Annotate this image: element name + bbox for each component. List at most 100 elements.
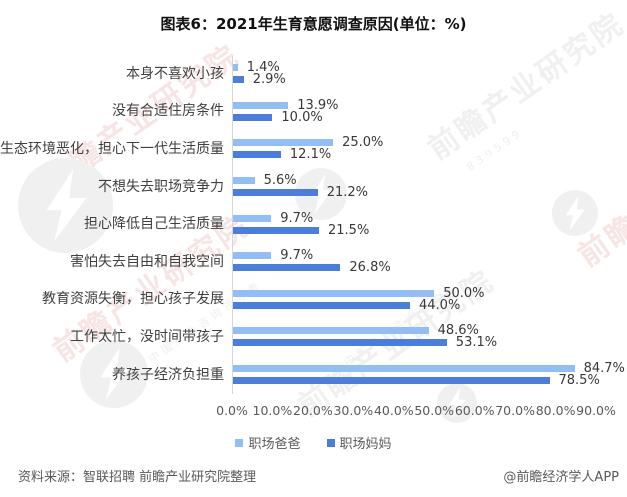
bar-line: 9.7% <box>232 248 627 263</box>
bar-line: 25.0% <box>232 135 627 150</box>
bar-line: 48.6% <box>232 323 627 338</box>
value-label: 21.5% <box>328 222 370 238</box>
x-tick-label: 10.0% <box>252 403 293 418</box>
value-label: 21.2% <box>326 185 368 201</box>
bar-group: 1.4% 2.9% <box>232 60 627 87</box>
value-label: 12.1% <box>289 147 332 163</box>
bar-row: 生态环境恶化，担心下一代生活质量 25.0% 12.1% <box>0 130 627 168</box>
bar-pair: 48.6% 53.1% <box>232 323 627 350</box>
bar-line: 44.0% <box>232 298 627 313</box>
category-label: 养孩子经济负担重 <box>112 366 224 383</box>
value-label: 44.0% <box>419 297 461 313</box>
bar-group: 48.6% 53.1% <box>232 323 627 350</box>
value-label: 1.4% <box>246 60 280 76</box>
value-label: 5.6% <box>263 173 297 189</box>
value-label: 13.9% <box>297 97 339 113</box>
bar-职场妈妈 <box>232 226 319 234</box>
category-label: 害怕失去自由和自我空间 <box>70 253 224 270</box>
x-tick-label: 30.0% <box>333 403 374 418</box>
bar-职场妈妈 <box>232 339 447 347</box>
bar-row: 害怕失去自由和自我空间 9.7% 26.8% <box>0 243 627 281</box>
bar-line: 78.5% <box>232 373 627 388</box>
bar-职场妈妈 <box>232 264 341 272</box>
legend-item-职场爸爸: 职场爸爸 <box>235 433 301 452</box>
bar-row: 教育资源失衡，担心孩子发展 50.0% 44.0% <box>0 281 627 319</box>
bar-line: 84.7% <box>232 361 627 376</box>
value-label: 10.0% <box>281 109 323 125</box>
bar-group: 9.7% 26.8% <box>232 248 627 275</box>
bar-职场妈妈 <box>232 189 318 197</box>
bar-group: 5.6% 21.2% <box>232 173 627 200</box>
value-label: 26.8% <box>349 260 391 276</box>
bar-line: 21.5% <box>232 223 627 238</box>
credit-note: @前瞻经济学人APP <box>503 470 619 485</box>
bar-职场爸爸 <box>232 214 272 222</box>
bar-row: 本身不喜欢小孩 1.4% 2.9% <box>0 55 627 93</box>
bar-line: 2.9% <box>232 72 627 87</box>
bar-职场妈妈 <box>232 377 550 385</box>
bar-line: 26.8% <box>232 260 627 275</box>
value-label: 50.0% <box>443 285 485 301</box>
y-axis-line <box>232 56 233 394</box>
category-label: 教育资源失衡，担心孩子发展 <box>42 291 224 308</box>
value-label: 84.7% <box>583 361 625 377</box>
bar-group: 50.0% 44.0% <box>232 286 627 313</box>
x-tick-label: 90.0% <box>576 403 616 418</box>
bar-line: 5.6% <box>232 173 627 188</box>
bar-职场妈妈 <box>232 76 244 84</box>
legend-label: 职场爸爸 <box>248 437 301 452</box>
legend-swatch-icon <box>326 438 335 447</box>
bar-group: 84.7% 78.5% <box>232 361 627 388</box>
bar-group: 9.7% 21.5% <box>232 211 627 238</box>
bar-row: 担心降低自己生活质量 9.7% 21.5% <box>0 205 627 243</box>
bar-line: 9.7% <box>232 211 627 226</box>
x-tick-label: 60.0% <box>454 403 495 418</box>
legend-swatch-icon <box>235 438 244 447</box>
bar-row: 不想失去职场竞争力 5.6% 21.2% <box>0 168 627 206</box>
bar-职场爸爸 <box>232 177 255 185</box>
legend-item-职场妈妈: 职场妈妈 <box>326 433 392 452</box>
bar-line: 12.1% <box>232 147 627 162</box>
value-label: 53.1% <box>455 335 498 351</box>
category-label: 工作太忙，没时间带孩子 <box>70 328 224 345</box>
category-label: 担心降低自己生活质量 <box>84 216 224 233</box>
bar-chart: 本身不喜欢小孩 1.4% 2.9% 没有合适住房条件 13.9% 10.0% 生态环境恶化，… <box>0 55 627 452</box>
x-tick-label: 80.0% <box>535 403 576 418</box>
bar-row: 没有合适住房条件 13.9% 10.0% <box>0 93 627 131</box>
bar-group: 13.9% 10.0% <box>232 98 627 125</box>
plot-rows: 本身不喜欢小孩 1.4% 2.9% 没有合适住房条件 13.9% 10.0% 生态环境恶化，… <box>0 55 627 393</box>
bar-pair: 13.9% 10.0% <box>232 98 627 125</box>
bar-group: 25.0% 12.1% <box>232 135 627 162</box>
value-label: 25.0% <box>342 135 384 151</box>
bar-line: 10.0% <box>232 110 627 125</box>
x-tick-label: 40.0% <box>373 403 414 418</box>
value-label: 78.5% <box>558 373 600 389</box>
legend-label: 职场妈妈 <box>339 437 392 452</box>
bar-职场爸爸 <box>232 327 429 335</box>
bar-pair: 9.7% 21.5% <box>232 211 627 238</box>
bar-职场爸爸 <box>232 139 334 147</box>
x-axis-ticks: 0.0% 10.0% 20.0% 30.0% 40.0% 50.0% 60.0% 70.0% 8… <box>216 403 616 419</box>
bar-pair: 50.0% 44.0% <box>232 286 627 313</box>
bar-职场爸爸 <box>232 365 575 373</box>
x-tick-label: 70.0% <box>495 403 535 418</box>
bar-pair: 5.6% 21.2% <box>232 173 627 200</box>
bar-职场爸爸 <box>232 289 435 297</box>
x-tick-label: 0.0% <box>216 403 248 418</box>
bar-pair: 9.7% 26.8% <box>232 248 627 275</box>
bar-pair: 1.4% 2.9% <box>232 60 627 87</box>
bar-line: 53.1% <box>232 335 627 350</box>
legend: 职场爸爸 职场妈妈 <box>0 433 627 452</box>
bar-职场妈妈 <box>232 151 281 159</box>
category-label: 没有合适住房条件 <box>112 103 224 120</box>
bar-row: 工作太忙，没时间带孩子 48.6% 53.1% <box>0 318 627 356</box>
value-label: 48.6% <box>437 323 479 339</box>
category-label: 生态环境恶化，担心下一代生活质量 <box>0 140 224 157</box>
bar-pair: 84.7% 78.5% <box>232 361 627 388</box>
bar-职场爸爸 <box>232 252 272 260</box>
bar-职场爸爸 <box>232 64 238 72</box>
category-label: 本身不喜欢小孩 <box>126 65 224 82</box>
bar-line: 21.2% <box>232 185 627 200</box>
value-label: 2.9% <box>252 72 286 88</box>
